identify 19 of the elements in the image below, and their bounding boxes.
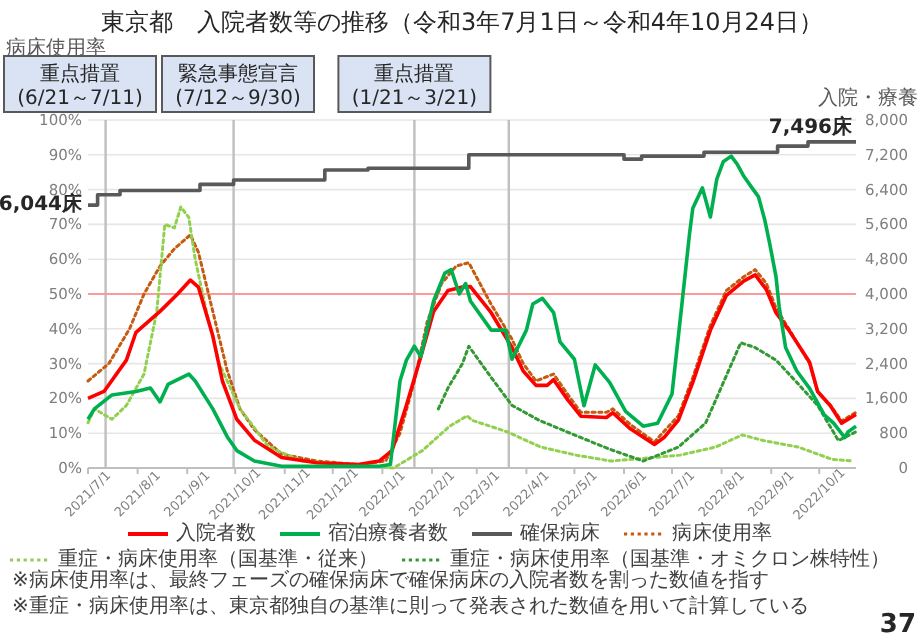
line-series bbox=[436, 341, 858, 463]
legend-label: 入院者数 bbox=[176, 521, 256, 545]
y2-axis-title: 入院・療養 bbox=[818, 86, 918, 110]
text: ※重症・病床使用率は、東京都独自の基準に則って発表された数値を用いて計算している bbox=[12, 594, 809, 618]
text: 37 bbox=[879, 610, 916, 640]
legend-label: 重症・病床使用率（国基準・従来） bbox=[58, 547, 378, 571]
text: 重点措置 (1/21～3/21) bbox=[351, 62, 478, 110]
text: 重点措置 (6/21～7/11) bbox=[17, 62, 143, 110]
text: 緊急事態宣言 (7/12～9/30) bbox=[175, 62, 301, 110]
line-series bbox=[86, 273, 858, 467]
chart-title: 東京都 入院者数等の推移（令和3年7月1日～令和4年10月24日） bbox=[100, 8, 824, 36]
legend-label: 確保病床 bbox=[518, 521, 600, 545]
legend-label: 重症・病床使用率（国基準・オミクロン株特性） bbox=[450, 547, 890, 571]
text: ※病床使用率は、最終フェーズの確保病床で確保病床の入院者数を割った数値を指す bbox=[12, 568, 769, 592]
legend-label: 病床使用率 bbox=[672, 521, 772, 545]
line-series bbox=[86, 154, 858, 469]
annotation: 7,496床 bbox=[768, 114, 854, 139]
legend-label: 宿泊療養者数 bbox=[328, 521, 448, 545]
text: 6,044床 bbox=[0, 192, 84, 217]
